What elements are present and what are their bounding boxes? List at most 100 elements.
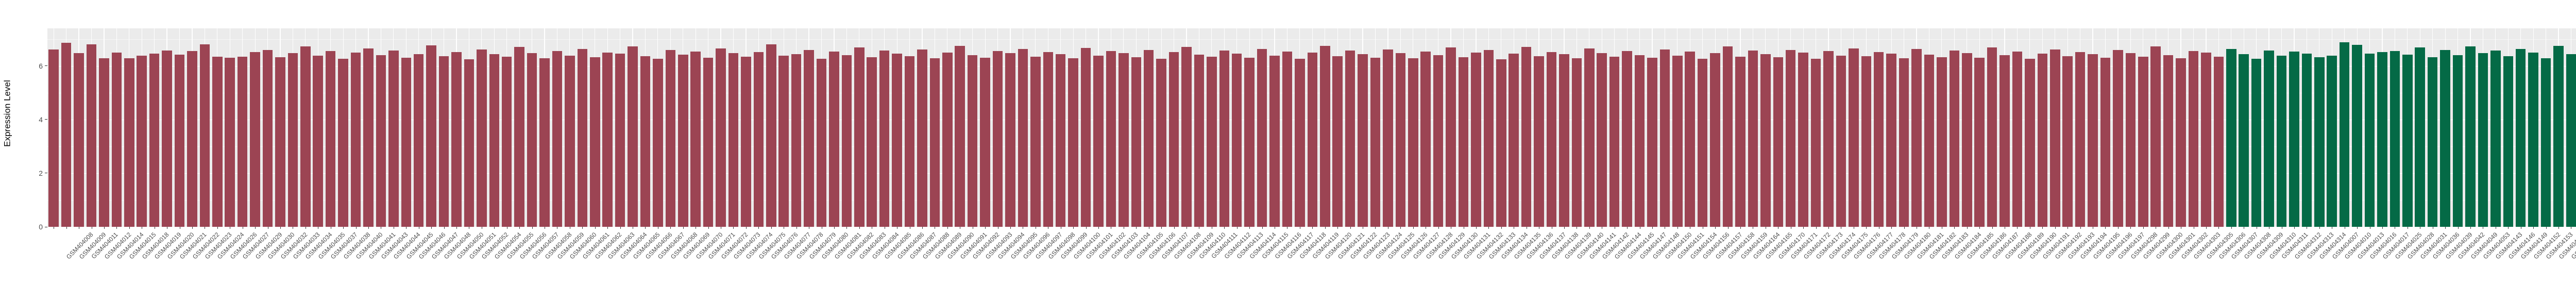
bar[interactable] bbox=[2251, 58, 2262, 227]
bar[interactable] bbox=[690, 51, 701, 227]
bar[interactable] bbox=[1836, 55, 1846, 227]
bar[interactable] bbox=[1231, 54, 1242, 227]
bar[interactable] bbox=[1873, 52, 1884, 227]
bar[interactable] bbox=[1156, 59, 1166, 227]
bar[interactable] bbox=[1030, 56, 1041, 227]
bar[interactable] bbox=[1785, 49, 1796, 227]
bar[interactable] bbox=[2465, 46, 2476, 227]
bar[interactable] bbox=[1282, 52, 1293, 227]
bar[interactable] bbox=[1760, 54, 1771, 227]
bar[interactable] bbox=[1496, 59, 1506, 227]
bar[interactable] bbox=[48, 49, 59, 227]
bar[interactable] bbox=[477, 49, 487, 227]
bar[interactable] bbox=[892, 54, 902, 227]
bar[interactable] bbox=[1886, 54, 1896, 227]
bar[interactable] bbox=[665, 50, 676, 227]
bar[interactable] bbox=[703, 58, 714, 227]
bar[interactable] bbox=[1697, 59, 1708, 227]
bar[interactable] bbox=[1798, 53, 1808, 227]
bar[interactable] bbox=[2276, 55, 2287, 227]
bar[interactable] bbox=[1597, 53, 1607, 227]
bar[interactable] bbox=[1609, 57, 1620, 227]
bar[interactable] bbox=[829, 52, 839, 227]
bar[interactable] bbox=[1395, 53, 1406, 227]
bar[interactable] bbox=[514, 47, 524, 227]
bar[interactable] bbox=[1194, 55, 1205, 227]
bar[interactable] bbox=[791, 54, 802, 227]
bar[interactable] bbox=[124, 58, 134, 227]
bar[interactable] bbox=[628, 46, 638, 227]
bar[interactable] bbox=[438, 56, 449, 227]
bar[interactable] bbox=[1043, 52, 1054, 227]
bar[interactable] bbox=[778, 56, 789, 227]
bar[interactable] bbox=[2176, 58, 2186, 227]
bar[interactable] bbox=[2125, 53, 2136, 227]
bar[interactable] bbox=[262, 49, 273, 227]
bar[interactable] bbox=[929, 58, 940, 227]
bar[interactable] bbox=[1810, 58, 1821, 227]
bar[interactable] bbox=[2490, 50, 2501, 227]
bar[interactable] bbox=[162, 50, 172, 227]
bar[interactable] bbox=[2264, 50, 2274, 227]
bar[interactable] bbox=[489, 54, 500, 227]
bar[interactable] bbox=[74, 53, 84, 227]
bar[interactable] bbox=[149, 54, 160, 227]
bar[interactable] bbox=[2352, 45, 2362, 227]
bar[interactable] bbox=[577, 48, 588, 227]
bar[interactable] bbox=[741, 57, 751, 227]
bar[interactable] bbox=[2289, 52, 2299, 227]
bar[interactable] bbox=[1849, 48, 1859, 227]
bar[interactable] bbox=[99, 58, 109, 227]
bar[interactable] bbox=[640, 56, 651, 227]
bar[interactable] bbox=[2062, 56, 2073, 227]
bar[interactable] bbox=[1647, 58, 1657, 227]
bar[interactable] bbox=[1345, 51, 1355, 227]
bar[interactable] bbox=[1055, 54, 1066, 227]
bar[interactable] bbox=[1748, 50, 1758, 227]
bar[interactable] bbox=[212, 57, 223, 227]
bar[interactable] bbox=[2339, 42, 2350, 227]
bar[interactable] bbox=[1370, 57, 1381, 227]
bar[interactable] bbox=[1118, 53, 1129, 227]
bar[interactable] bbox=[1509, 53, 1519, 227]
bar[interactable] bbox=[2377, 52, 2387, 227]
bar[interactable] bbox=[1458, 57, 1469, 227]
bar[interactable] bbox=[1433, 55, 1444, 227]
bar[interactable] bbox=[2025, 59, 2035, 227]
bar[interactable] bbox=[313, 56, 324, 227]
bar[interactable] bbox=[363, 48, 374, 227]
bar[interactable] bbox=[2301, 53, 2312, 227]
bar[interactable] bbox=[1559, 54, 1569, 227]
bar[interactable] bbox=[716, 48, 726, 227]
bar[interactable] bbox=[2037, 53, 2048, 227]
bar[interactable] bbox=[2138, 57, 2148, 227]
bar[interactable] bbox=[766, 44, 776, 227]
bar[interactable] bbox=[677, 55, 688, 227]
bar[interactable] bbox=[804, 49, 814, 227]
bar[interactable] bbox=[728, 53, 739, 227]
bar[interactable] bbox=[350, 53, 361, 227]
bar[interactable] bbox=[1131, 57, 1142, 227]
bar[interactable] bbox=[2528, 52, 2538, 227]
bar[interactable] bbox=[338, 58, 348, 227]
bar[interactable] bbox=[300, 46, 311, 227]
bar[interactable] bbox=[2314, 57, 2325, 227]
bar[interactable] bbox=[1383, 49, 1393, 227]
bar[interactable] bbox=[1937, 57, 1947, 227]
bar[interactable] bbox=[1257, 49, 1267, 227]
bar[interactable] bbox=[1672, 56, 1683, 227]
bar[interactable] bbox=[1143, 49, 1154, 227]
bar[interactable] bbox=[2440, 49, 2450, 227]
bar[interactable] bbox=[2566, 54, 2576, 227]
bar[interactable] bbox=[1710, 53, 1720, 227]
bar[interactable] bbox=[1332, 56, 1343, 227]
bar[interactable] bbox=[2389, 51, 2400, 227]
bar[interactable] bbox=[1999, 55, 2010, 227]
bar[interactable] bbox=[1483, 50, 1494, 227]
bar[interactable] bbox=[1093, 56, 1104, 227]
bar[interactable] bbox=[1987, 47, 1997, 227]
bar[interactable] bbox=[2075, 52, 2086, 227]
bar[interactable] bbox=[2201, 52, 2211, 227]
bar[interactable] bbox=[867, 57, 877, 227]
bar[interactable] bbox=[1722, 46, 1733, 227]
